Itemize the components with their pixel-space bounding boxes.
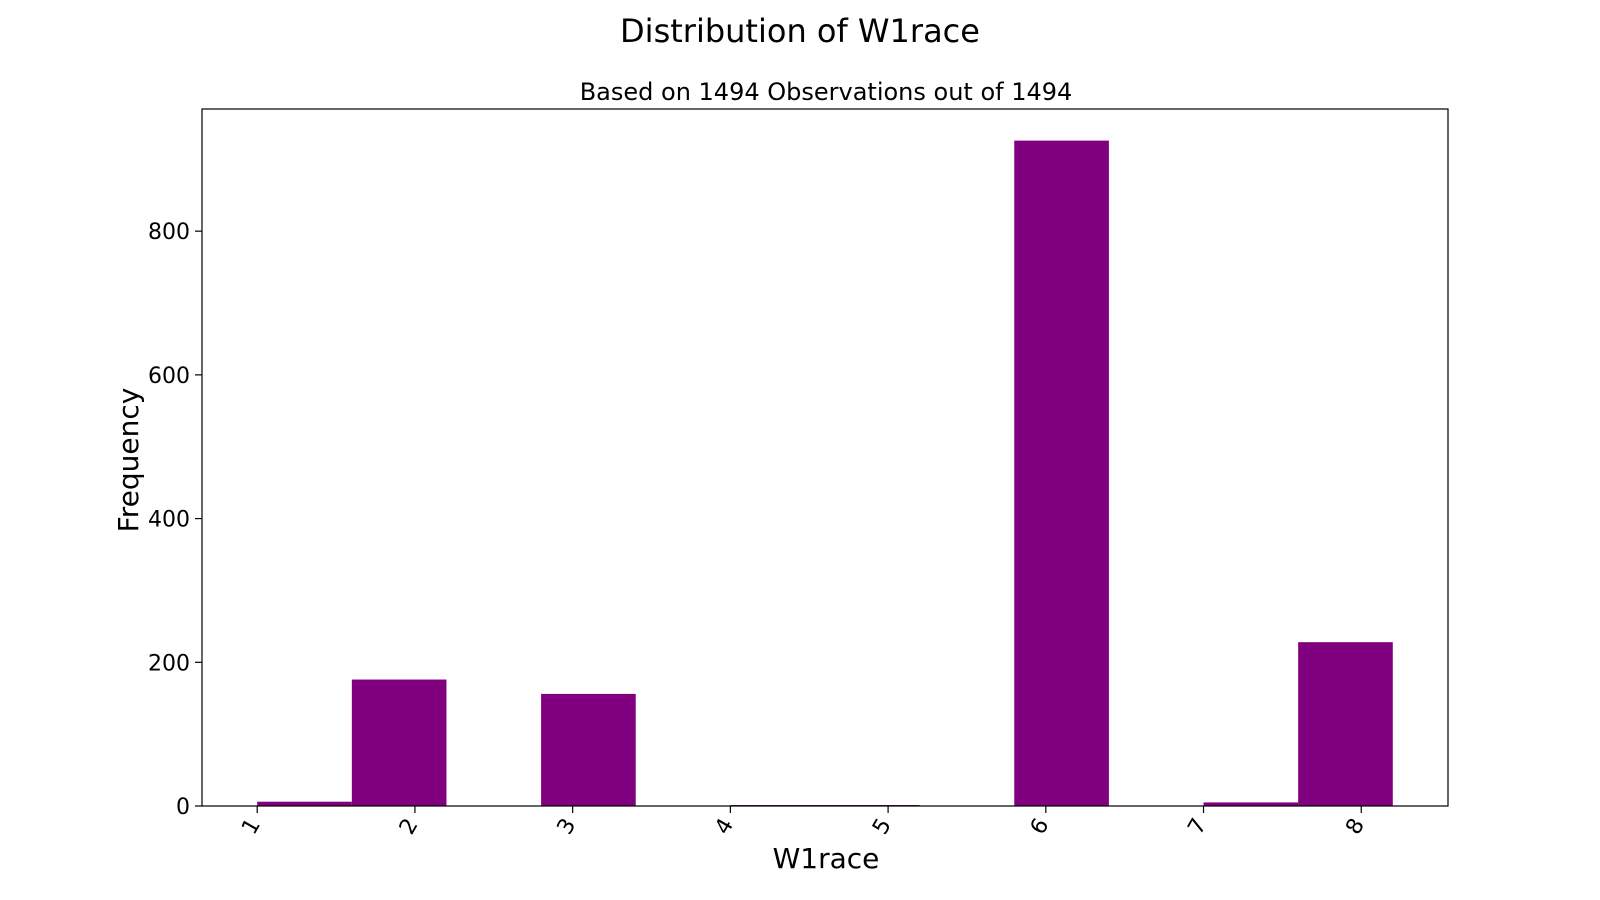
x-tick-label-2: 2: [395, 814, 424, 839]
x-tick-label-7: 7: [1184, 814, 1213, 839]
x-tick-label-5: 5: [868, 814, 897, 839]
x-tick-label-8: 8: [1341, 814, 1370, 839]
bar-7: [1203, 802, 1299, 806]
x-axis-label: W1race: [773, 842, 880, 875]
bar-1: [257, 801, 352, 806]
y-tick-label-600: 600: [148, 364, 190, 389]
bar-3: [541, 693, 636, 806]
x-axis: 1 2 3 4 5 6 7 8: [237, 806, 1370, 839]
x-tick-label-6: 6: [1026, 814, 1055, 839]
chart-title: Based on 1494 Observations out of 1494: [580, 78, 1073, 106]
y-tick-label-800: 800: [148, 220, 190, 245]
x-tick-label-1: 1: [237, 814, 266, 839]
bar-2: [351, 679, 447, 806]
y-tick-label-0: 0: [176, 795, 190, 820]
figure-suptitle: Distribution of W1race: [620, 12, 980, 50]
y-tick-label-400: 400: [148, 508, 190, 533]
x-tick-label-3: 3: [553, 814, 582, 839]
y-axis: 0 200 400 600 800: [148, 220, 202, 820]
y-tick-label-200: 200: [148, 651, 190, 676]
plot-frame: [201, 108, 1449, 807]
bar-6: [1014, 140, 1109, 806]
x-tick-label-4: 4: [710, 814, 739, 839]
bars-group: [257, 140, 1393, 806]
y-axis-label: Frequency: [112, 388, 145, 533]
bar-8: [1298, 642, 1393, 806]
